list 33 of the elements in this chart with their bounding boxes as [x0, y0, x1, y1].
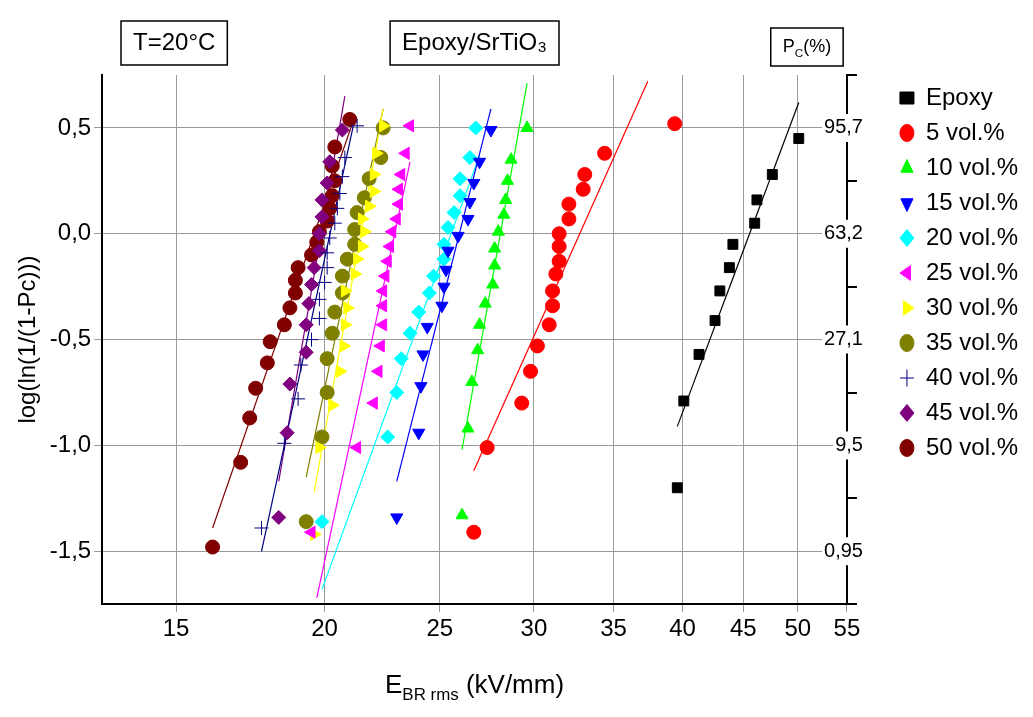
legend-label: Epoxy: [925, 82, 993, 110]
category-label: 27,1: [824, 327, 863, 350]
legend-label: 50 vol.%: [925, 432, 1019, 460]
y-tick-label: 0,5: [57, 112, 92, 140]
x-tick-label: 40: [669, 614, 696, 642]
legend-label: 10 vol.%: [925, 152, 1019, 180]
y-axis-title: log(ln(1/(1-Pc))): [13, 255, 41, 424]
y-tick-label: -0,5: [49, 324, 92, 352]
category-label: 0,95: [824, 538, 863, 561]
x-tick-label: 45: [729, 614, 757, 642]
x-tick-label: 15: [162, 614, 190, 642]
text: T=20°C: [133, 27, 216, 55]
y-tick-label: -1,5: [49, 535, 92, 563]
legend-label: 45 vol.%: [925, 397, 1019, 425]
x-tick-label: 35: [600, 614, 627, 642]
legend-label: 35 vol.%: [925, 327, 1019, 355]
category-label: 95,7: [824, 115, 863, 138]
legend-label: 30 vol.%: [925, 292, 1019, 320]
chart-title: Epoxy/SrTiO₃: [402, 27, 548, 55]
y-tick-label: -1,0: [49, 430, 92, 458]
legend-label: 5 vol.%: [925, 117, 1005, 145]
x-tick-label: 55: [833, 614, 861, 642]
category-label: 63,2: [824, 221, 863, 244]
legend-label: 15 vol.%: [925, 187, 1019, 215]
y-tick-label: 0,0: [57, 218, 92, 246]
legend-label: 25 vol.%: [925, 257, 1019, 285]
x-tick-label: 20: [311, 614, 338, 642]
category-label: 9,5: [835, 432, 863, 455]
x-tick-label: 50: [784, 614, 812, 642]
x-tick-label: 30: [520, 614, 548, 642]
x-tick-label: 25: [426, 614, 454, 642]
legend-label: 20 vol.%: [925, 222, 1019, 250]
legend-label: 40 vol.%: [925, 362, 1019, 390]
